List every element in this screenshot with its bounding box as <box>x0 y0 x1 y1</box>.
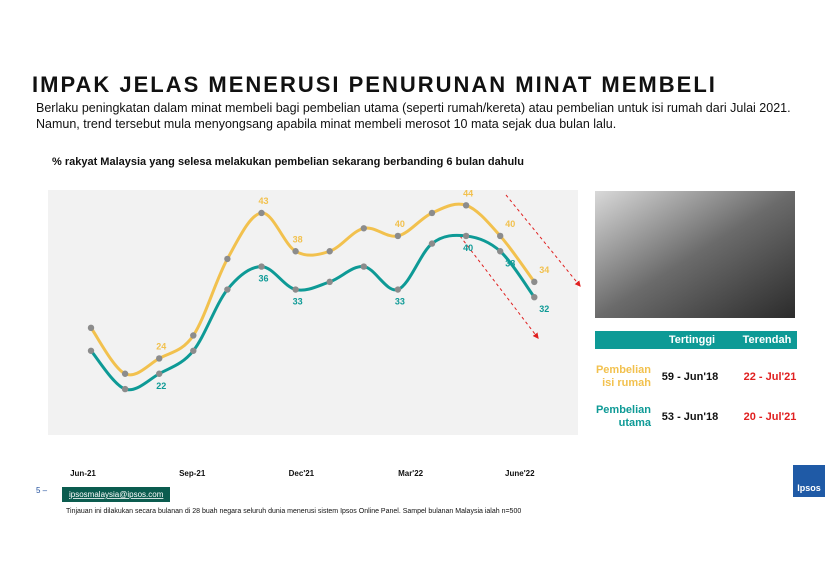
slide-title: IMPAK JELAS MENERUSI PENURUNAN MINAT MEM… <box>32 72 717 97</box>
data-point <box>224 286 231 293</box>
logo-text: Ipsos <box>797 483 821 493</box>
data-point <box>394 286 402 293</box>
data-point <box>497 248 504 255</box>
data-point <box>497 232 504 240</box>
data-label: 38 <box>505 258 515 268</box>
data-point <box>428 240 436 247</box>
data-point <box>531 293 538 301</box>
x-tick-label: Mar'22 <box>398 469 424 478</box>
data-point <box>156 370 163 377</box>
data-point <box>360 225 367 232</box>
data-label: 32 <box>539 304 549 314</box>
data-point <box>258 209 265 217</box>
x-tick-label: June'22 <box>505 469 535 478</box>
row-label: Pembelian utama <box>596 404 652 429</box>
data-label: 38 <box>293 234 303 244</box>
data-point <box>462 202 470 209</box>
data-point <box>156 355 163 362</box>
data-point <box>292 286 299 293</box>
photo <box>595 191 795 318</box>
data-label: 33 <box>293 297 303 307</box>
data-label: 24 <box>156 341 166 351</box>
data-label: 40 <box>395 219 405 229</box>
row-label: Pembelian isi rumah <box>596 364 651 389</box>
plot-area <box>48 190 578 435</box>
series-line <box>89 202 536 377</box>
data-point <box>292 248 299 255</box>
data-point <box>121 370 129 377</box>
data-point <box>121 385 129 393</box>
table-header-cell: Terendah <box>743 334 792 346</box>
email-box <box>62 487 170 502</box>
data-label: 36 <box>258 274 268 284</box>
data-point <box>87 324 95 332</box>
data-label: 22 <box>156 381 166 391</box>
row-label-line: Pembelian <box>596 404 651 416</box>
table-header-cell: Tertinggi <box>669 334 715 346</box>
data-point <box>531 278 538 286</box>
table-header <box>595 331 797 349</box>
data-point <box>258 263 265 270</box>
email[interactable]: ipsosmalaysia@ipsos.com <box>69 490 164 499</box>
row-label-line: Pembelian <box>596 364 651 376</box>
data-label: 33 <box>395 297 405 307</box>
data-label: 44 <box>463 188 473 198</box>
data-label: 40 <box>463 243 473 253</box>
data-point <box>190 347 197 354</box>
row-label-line: utama <box>619 417 652 429</box>
logo <box>793 465 825 497</box>
x-tick-label: Jun-21 <box>70 469 96 478</box>
x-tick-label: Sep-21 <box>179 469 206 478</box>
data-point <box>224 255 231 263</box>
data-point <box>360 263 367 270</box>
table-cell: 20 - Jul'21 <box>744 411 797 423</box>
data-point <box>326 248 333 255</box>
data-point <box>190 332 197 339</box>
data-label: 43 <box>258 196 268 206</box>
data-point <box>87 347 95 354</box>
page-number: 5 – <box>36 486 48 495</box>
x-tick-label: Dec'21 <box>289 469 315 478</box>
footnote: Tinjauan ini dilakukan secara bulanan di… <box>66 508 521 515</box>
arrow <box>505 194 581 287</box>
data-point <box>428 209 436 217</box>
chart-title: % rakyat Malaysia yang selesa melakukan … <box>52 156 524 168</box>
data-point <box>326 278 333 286</box>
data-point <box>394 232 402 240</box>
data-label: 40 <box>505 219 515 229</box>
subtitle: Berlaku peningkatan dalam minat membeli … <box>36 101 791 115</box>
subtitle: Namun, trend tersebut mula menyongsang a… <box>36 117 617 131</box>
table-cell: 59 - Jun'18 <box>662 371 718 383</box>
data-point <box>462 232 470 240</box>
table-cell: 22 - Jul'21 <box>744 371 797 383</box>
series-line <box>89 233 536 392</box>
row-label-line: isi rumah <box>602 377 651 389</box>
data-label: 34 <box>539 265 549 275</box>
table-cell: 53 - Jun'18 <box>662 411 718 423</box>
